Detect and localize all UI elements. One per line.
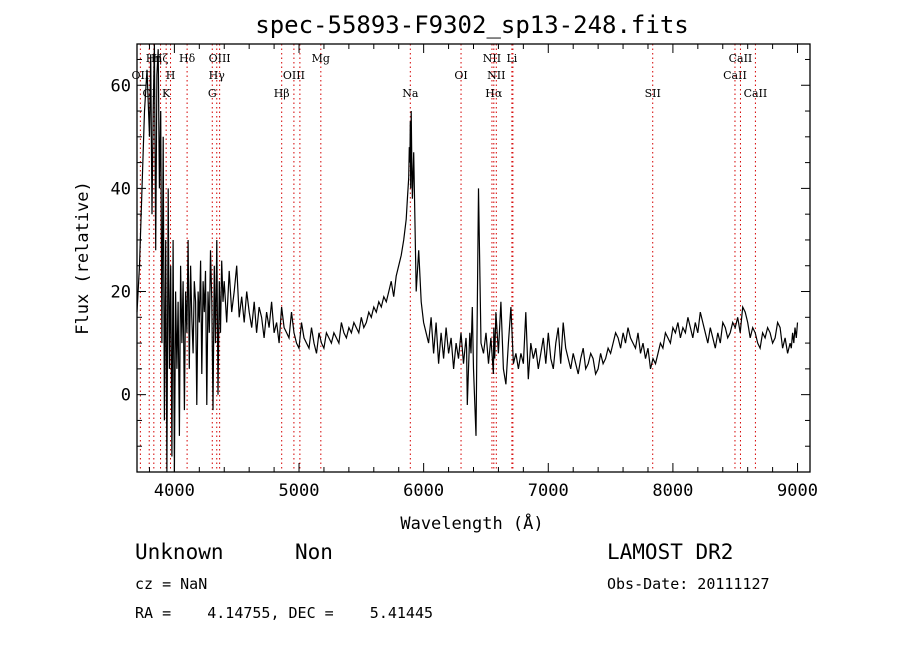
spectrum-line <box>136 43 799 473</box>
line-marker-label: Hα <box>485 87 503 100</box>
line-marker-label: Mg <box>312 52 330 65</box>
object-class: Unknown <box>135 540 224 564</box>
line-marker-label: CaII <box>744 87 768 100</box>
redshift-line: cz = NaN <box>135 575 208 593</box>
survey-name: LAMOST DR2 <box>607 540 734 564</box>
x-tick-label: 9000 <box>777 481 818 501</box>
x-tick-label: 8000 <box>652 481 693 501</box>
x-tick-label: 7000 <box>528 481 569 501</box>
y-tick-label: 0 <box>121 386 131 406</box>
obs-date-line: Obs-Date: 20111127 <box>607 575 770 593</box>
line-marker-label: CaII <box>723 69 747 82</box>
plot-frame <box>136 43 811 473</box>
line-marker-label: Li <box>506 52 517 65</box>
line-marker-label: G <box>208 87 217 100</box>
x-axis-label: Wavelength (Å) <box>400 512 543 534</box>
object-subclass: Non <box>295 540 333 564</box>
line-marker-label: OII <box>132 69 150 82</box>
line-marker-label: K <box>162 87 171 100</box>
y-tick-label: 60 <box>111 76 131 96</box>
y-axis-label: Flux (relative) <box>73 181 93 335</box>
x-tick-label: 6000 <box>403 481 444 501</box>
line-marker-label: Na <box>402 87 419 100</box>
line-marker-label: Hβ <box>274 87 290 100</box>
line-marker-label: NII <box>483 52 501 65</box>
line-marker-label: NII <box>487 69 505 82</box>
line-marker-label: Hδ <box>179 52 196 65</box>
line-marker-label: Hγ <box>209 69 226 82</box>
x-tick-label: 5000 <box>279 481 320 501</box>
emission-line-markers: OIIOIHηHζKHHδGHγOIIIHβOIIIMgNaOINIIHαNII… <box>132 44 768 472</box>
line-marker-label: OI <box>454 69 467 82</box>
y-tick-label: 20 <box>111 283 131 303</box>
x-tick-label: 4000 <box>154 481 195 501</box>
line-marker-label: OIII <box>209 52 231 65</box>
line-marker-label: OIII <box>283 69 305 82</box>
line-marker-label: H <box>166 69 176 82</box>
line-marker-label: SII <box>645 87 661 100</box>
chart-title: spec-55893-F9302_sp13-248.fits <box>255 11 688 39</box>
axis-ticks: 4000 5000 6000 7000 8000 9000 0 20 40 60 <box>111 44 818 501</box>
y-tick-label: 40 <box>111 179 131 199</box>
line-marker-label: CaII <box>729 52 753 65</box>
line-marker-label: Hζ <box>153 52 169 65</box>
coordinates-line: RA = 4.14755, DEC = 5.41445 <box>135 604 434 622</box>
